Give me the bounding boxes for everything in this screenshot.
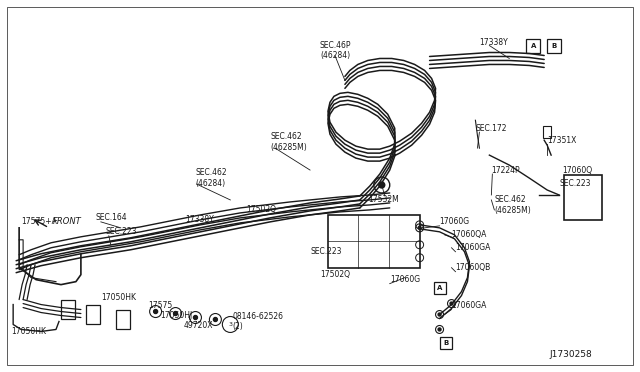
Bar: [328, 215, 420, 268]
Text: SEC.46P
(46284): SEC.46P (46284): [320, 41, 351, 60]
Text: SEC.223: SEC.223: [106, 227, 138, 236]
Text: 17502Q: 17502Q: [320, 270, 350, 279]
Bar: [61, 299, 75, 320]
Circle shape: [213, 318, 218, 321]
Text: 17060GA: 17060GA: [451, 301, 487, 310]
Text: A: A: [437, 285, 442, 291]
Text: 3: 3: [228, 322, 232, 327]
Circle shape: [154, 310, 157, 314]
Text: 17338Y: 17338Y: [186, 215, 214, 224]
Text: 17351X: 17351X: [547, 136, 577, 145]
Circle shape: [450, 302, 453, 305]
Text: SEC.462
(46285M): SEC.462 (46285M): [270, 132, 307, 152]
Bar: [86, 305, 100, 324]
Bar: [433, 282, 445, 294]
Bar: [440, 337, 451, 349]
Text: SEC.223: SEC.223: [559, 179, 591, 187]
Text: 17060QB: 17060QB: [456, 263, 491, 272]
Text: 17050HJ: 17050HJ: [161, 311, 193, 320]
Circle shape: [173, 311, 177, 315]
Bar: [547, 39, 561, 52]
Text: FRONT: FRONT: [53, 217, 82, 227]
Text: B: B: [443, 340, 448, 346]
Text: 17575: 17575: [148, 301, 173, 310]
Text: SEC.172: SEC.172: [476, 124, 507, 133]
Bar: [543, 126, 551, 138]
Text: SEC.164: SEC.164: [96, 214, 127, 222]
Circle shape: [418, 226, 421, 229]
Text: B: B: [552, 42, 557, 48]
Text: J1730258: J1730258: [549, 350, 592, 359]
Text: SEC.462
(46285M): SEC.462 (46285M): [494, 195, 531, 215]
Text: 17060G: 17060G: [440, 217, 470, 227]
Circle shape: [438, 328, 441, 331]
Text: 17532M: 17532M: [368, 195, 399, 205]
Text: SEC.223: SEC.223: [310, 247, 342, 256]
Text: 17060G: 17060G: [390, 275, 420, 284]
Text: 17060QA: 17060QA: [451, 230, 487, 239]
Text: 17338Y: 17338Y: [479, 38, 508, 47]
Bar: [526, 39, 540, 52]
Text: 17060Q: 17060Q: [562, 166, 592, 174]
Text: A: A: [531, 42, 536, 48]
Text: 17502Q: 17502Q: [246, 205, 276, 214]
Text: 17575+A: 17575+A: [21, 217, 57, 227]
Text: 49720X: 49720X: [184, 321, 213, 330]
Text: 17060GA: 17060GA: [456, 243, 491, 252]
Text: 17050HK: 17050HK: [101, 293, 136, 302]
Circle shape: [193, 315, 198, 320]
Circle shape: [379, 182, 385, 188]
Text: SEC.462
(46284): SEC.462 (46284): [195, 168, 227, 188]
Bar: [564, 175, 602, 220]
Circle shape: [438, 313, 441, 316]
Bar: [116, 310, 130, 330]
Text: 08146-62526
(2): 08146-62526 (2): [232, 312, 284, 331]
Text: 17224P: 17224P: [492, 166, 520, 174]
Text: 17050HK: 17050HK: [11, 327, 46, 336]
